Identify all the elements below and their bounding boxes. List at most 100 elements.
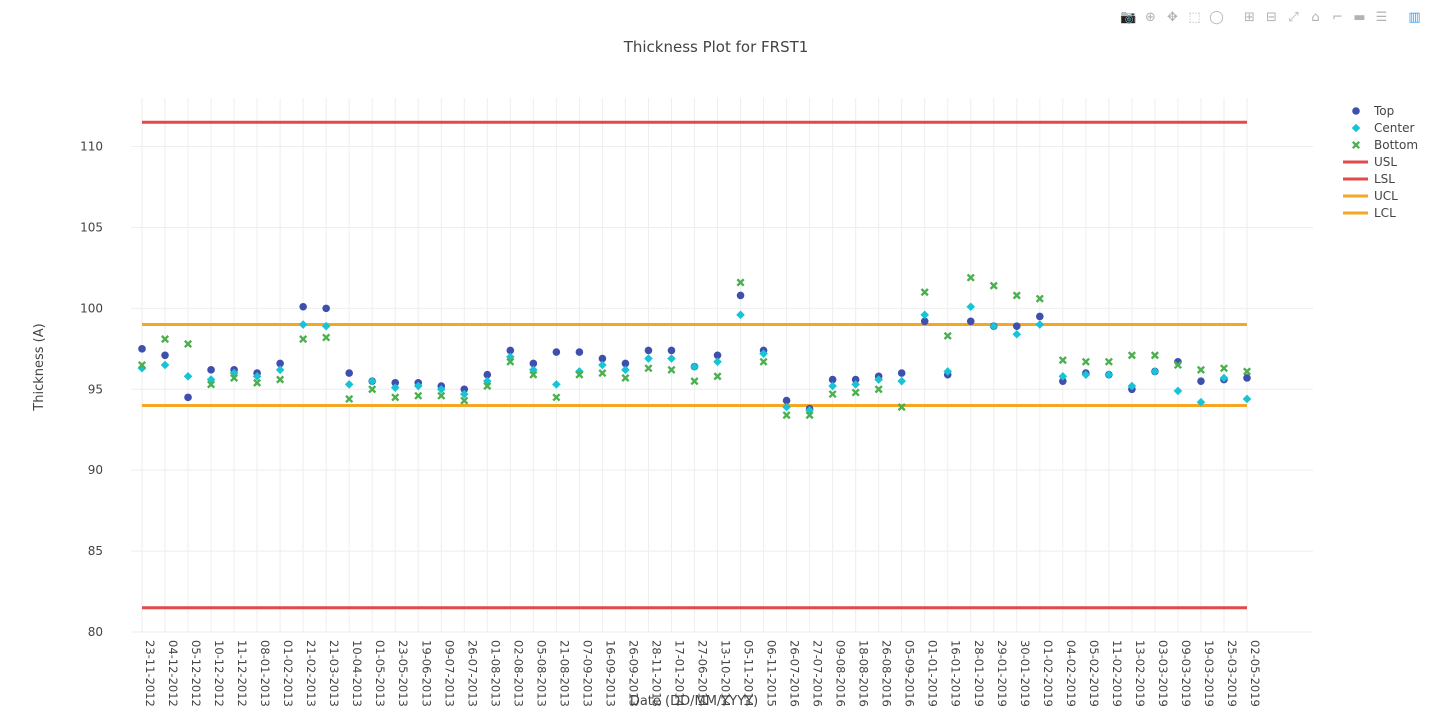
y-axis-ticks: 80 85 90 95 100 105 110 [80,140,103,639]
point-center [367,376,377,386]
point-center [874,375,883,384]
x-tick-label: 21-08-2013 [557,640,571,707]
x-tick-label: 06-11-2015 [765,640,779,707]
point-center [390,383,400,392]
point-top [713,351,722,360]
point-center [736,310,745,320]
point-bottom [690,377,699,386]
legend-marker-center [1351,123,1361,133]
x-tick-label: 05-11-2014 [742,640,756,707]
point-bottom [207,380,216,389]
point-bottom [529,370,538,379]
point-bottom [1127,351,1136,360]
hover-compare-icon[interactable]: ☰ [1375,10,1388,25]
point-top [966,317,975,326]
y-axis-label: Thickness (A) [32,323,47,411]
point-center [966,302,976,312]
point-top [138,345,146,353]
point-center [436,384,446,394]
point-bottom [1150,351,1159,360]
x-tick-label: 29-01-2019 [995,640,1009,707]
point-bottom [851,388,860,397]
camera-icon[interactable]: 📷 [1120,10,1137,25]
point-top [644,346,653,355]
point-center [298,320,308,329]
point-bottom [621,373,630,382]
legend-label-center: Center [1374,121,1414,135]
reset-axes-icon[interactable]: ⌂ [1311,10,1320,25]
point-center [943,367,953,376]
point-bottom [598,369,607,378]
point-bottom [230,373,239,382]
point-bottom [368,385,377,394]
point-center [552,380,561,389]
point-center [828,381,837,391]
point-center [1035,320,1045,329]
point-center [851,380,860,389]
x-tick-label: 28-11-2013 [649,640,663,707]
x-tick-label: 27-07-2016 [811,640,825,707]
zoom-in-icon[interactable]: ⊞ [1244,10,1255,25]
modebar: 📷 ⊕ ✥ ⬚ ◯ ⊞ ⊟ ⤢ ⌂ ⌐ ▬ ☰ ▥ [1119,8,1424,27]
legend-marker-bottom [1351,140,1361,150]
point-bottom [644,364,653,373]
lasso-icon[interactable]: ◯ [1209,10,1224,25]
x-tick-label: 05-08-2013 [534,640,548,707]
point-bottom [943,331,952,340]
autoscale-icon[interactable]: ⤢ [1288,10,1299,25]
zoom-icon[interactable]: ⊕ [1145,10,1156,25]
x-tick-label: 26-07-2013 [465,640,479,707]
point-top [920,317,929,326]
point-bottom [920,288,929,297]
point-bottom [345,394,354,404]
point-bottom [1081,357,1090,366]
box-select-icon[interactable]: ⬚ [1188,10,1201,25]
point-bottom [1012,291,1021,300]
point-bottom [874,385,883,394]
y-tick-label: 100 [80,301,103,315]
point-bottom [552,393,561,402]
point-center [1150,367,1160,376]
point-top [897,369,906,377]
x-tick-label: 28-01-2019 [972,640,986,707]
point-center [252,372,262,381]
x-tick-label: 03-03-2019 [1156,640,1170,707]
x-tick-label: 01-02-2013 [281,640,295,707]
point-center [183,372,193,381]
y-tick-label: 90 [88,463,103,477]
x-tick-label: 23-05-2013 [396,640,410,707]
x-tick-label: 10-12-2012 [212,640,226,707]
point-bottom [183,339,193,349]
point-bottom [989,281,998,290]
point-center [782,402,791,412]
zoom-out-icon[interactable]: ⊟ [1266,10,1277,25]
point-top [460,385,469,394]
pan-icon[interactable]: ✥ [1167,10,1178,25]
hover-closest-icon[interactable]: ▬ [1353,10,1366,25]
point-center [1173,386,1183,396]
point-bottom [1219,364,1229,373]
legend[interactable]: Top Center Bottom USL LSL UCL LCL [1343,104,1418,220]
point-bottom [460,396,469,405]
point-center [1081,370,1091,380]
point-bottom [667,365,676,374]
point-center [920,310,930,320]
plotly-logo-icon[interactable]: ▥ [1408,10,1421,25]
x-tick-label: 05-12-2012 [189,640,203,707]
point-top [851,375,860,384]
point-top [736,291,745,300]
spike-lines-icon[interactable]: ⌐ [1332,10,1343,25]
point-bottom [506,357,515,366]
point-center [1012,329,1022,339]
point-bottom [897,403,906,412]
x-axis-ticks: 23-11-2012 04-12-2012 05-12-2012 10-12-2012… [143,640,1262,707]
grid-lines [131,98,1313,633]
point-center [667,354,676,363]
x-tick-label: 18-08-2016 [857,640,871,707]
x-tick-label: 23-11-2012 [143,640,157,707]
x-tick-label: 11-12-2012 [235,640,249,707]
x-tick-label: 01-01-2019 [926,640,940,707]
point-bottom [805,411,814,420]
point-center [1127,381,1137,391]
